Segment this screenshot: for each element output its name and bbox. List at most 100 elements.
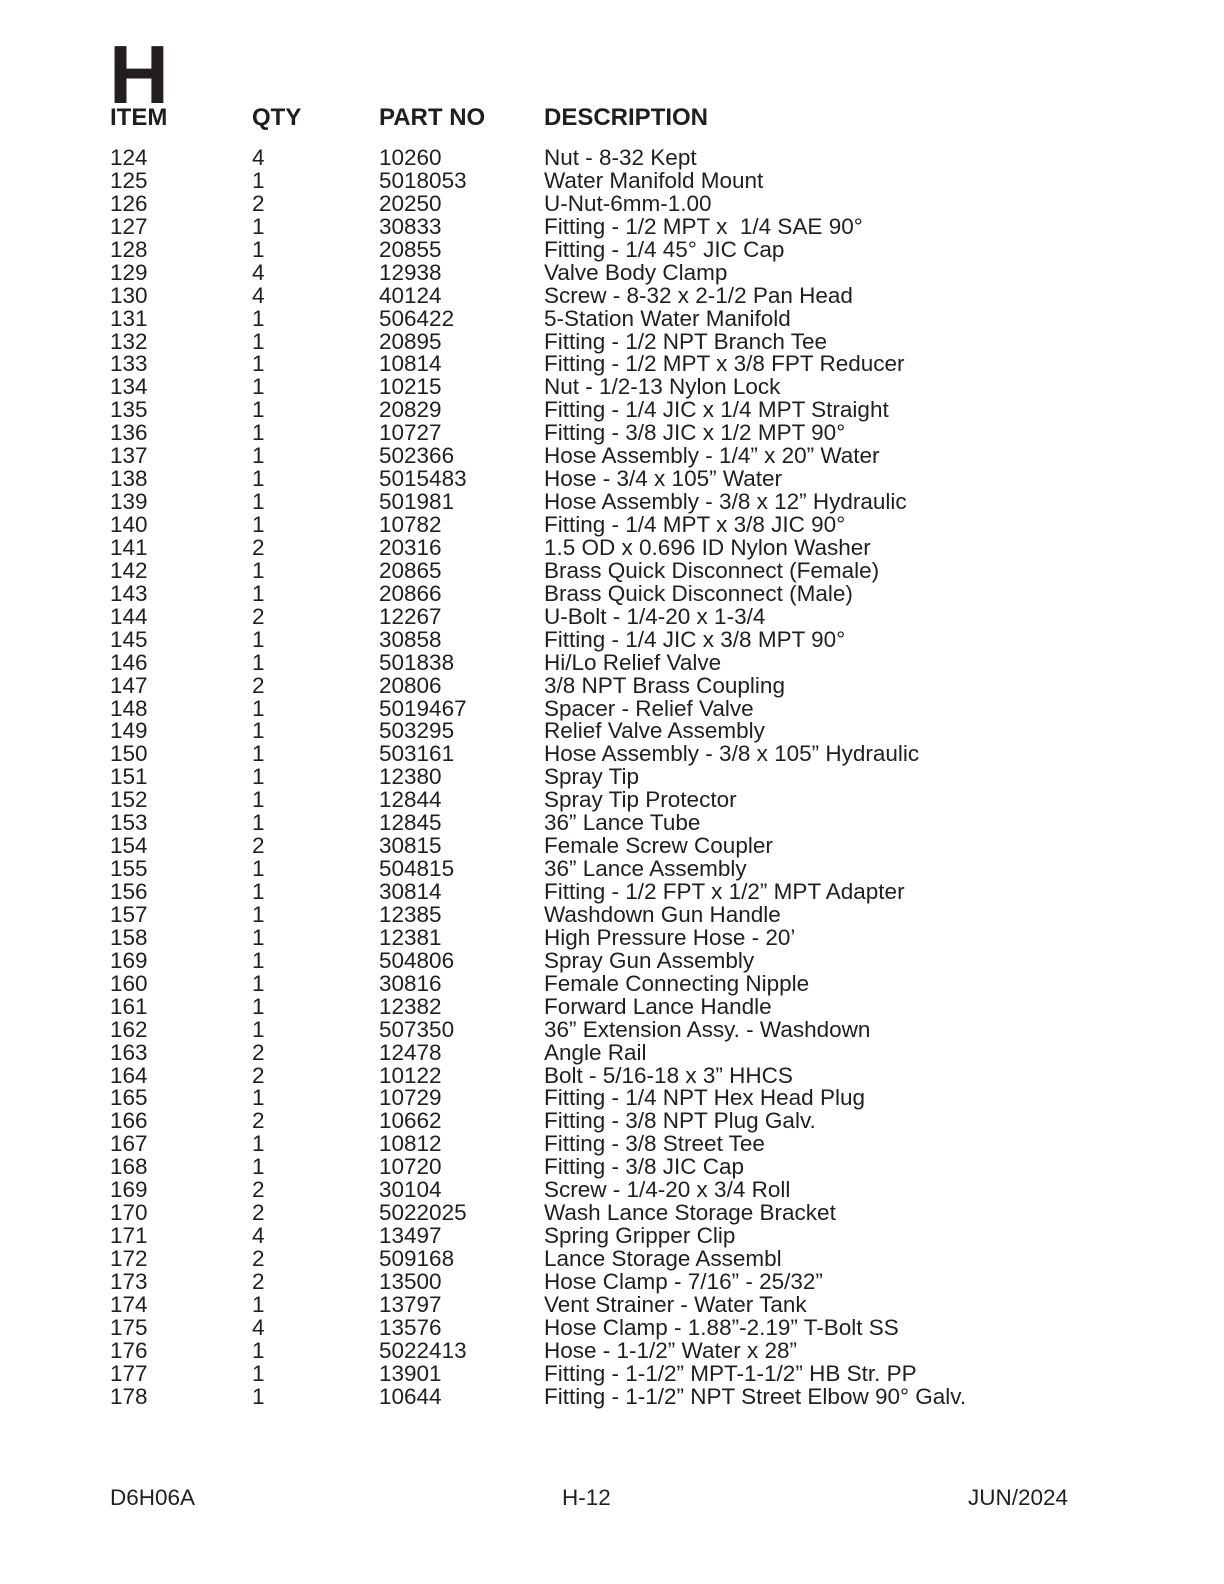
description-cell: Fitting - 1/2 NPT Branch Tee	[544, 328, 828, 354]
item-cell: 162	[110, 1016, 148, 1042]
qty-cell: 2	[252, 534, 265, 560]
qty-cell: 2	[252, 1200, 265, 1226]
table-row: 130 4 40124 Screw - 8-32 x 2-1/2 Pan Head	[0, 282, 1224, 308]
table-row: 139 1 501981 Hose Assembly - 3/8 x 12” Hydr…	[0, 489, 1224, 515]
document-code: D6H06A	[110, 1485, 196, 1510]
qty-cell: 1	[252, 351, 265, 377]
qty-cell: 2	[252, 1268, 265, 1294]
qty-cell: 1	[252, 420, 265, 446]
item-cell: 167	[110, 1131, 148, 1157]
part-no-cell: 13497	[379, 1223, 442, 1249]
part-no-cell: 40124	[379, 282, 442, 308]
qty-cell: 2	[252, 190, 265, 216]
description-cell: 36” Lance Tube	[544, 810, 701, 836]
qty-cell: 4	[252, 282, 265, 308]
part-no-cell: 509168	[379, 1246, 455, 1271]
item-cell: 170	[110, 1200, 148, 1226]
item-cell: 168	[110, 1154, 148, 1180]
item-cell: 172	[110, 1246, 148, 1271]
description-cell: Lance Storage Assembl	[544, 1246, 782, 1271]
description-cell: 5-Station Water Manifold	[544, 305, 791, 331]
table-row: 126 2 20250 U-Nut-6mm-1.00	[0, 190, 1224, 216]
description-cell: Brass Quick Disconnect (Female)	[544, 557, 880, 583]
part-no-cell: 10122	[379, 1062, 442, 1088]
item-cell: 131	[110, 305, 148, 331]
table-row: 145 1 30858 Fitting - 1/4 JIC x 3/8 MPT 90°	[0, 626, 1224, 652]
qty-cell: 1	[252, 810, 265, 836]
qty-cell: 1	[252, 1383, 265, 1409]
table-row: 175 4 13576 Hose Clamp - 1.88”-2.19” T-Bolt…	[0, 1314, 1224, 1340]
qty-cell: 1	[252, 557, 265, 583]
item-cell: 145	[110, 626, 148, 652]
part-no-cell: 20829	[379, 397, 442, 423]
part-no-cell: 30858	[379, 626, 442, 652]
qty-cell: 1	[252, 1016, 265, 1042]
table-row: 136 1 10727 Fitting - 3/8 JIC x 1/2 MPT 90°	[0, 420, 1224, 446]
description-cell: Bolt - 5/16-18 x 3” HHCS	[544, 1062, 793, 1088]
description-cell: Fitting - 1/4 JIC x 3/8 MPT 90°	[544, 626, 846, 652]
table-row: 154 2 30815 Female Screw Coupler	[0, 833, 1224, 859]
qty-cell: 1	[252, 741, 265, 767]
qty-cell: 4	[252, 259, 265, 285]
item-cell: 134	[110, 374, 148, 400]
qty-cell: 1	[252, 718, 265, 744]
qty-cell: 1	[252, 213, 265, 239]
table-row: 125 1 5018053 Water Manifold Mount	[0, 169, 1224, 193]
description-cell: Fitting - 3/8 NPT Plug Galv.	[544, 1108, 816, 1134]
qty-cell: 2	[252, 833, 265, 859]
part-no-cell: 504806	[379, 947, 455, 973]
item-cell: 132	[110, 328, 148, 354]
qty-cell: 1	[252, 1131, 265, 1157]
table-row: 164 2 10122 Bolt - 5/16-18 x 3” HHCS	[0, 1062, 1224, 1088]
section-letter: H	[109, 28, 169, 121]
table-row: 170 2 5022025 Wash Lance Storage Bracket	[0, 1200, 1224, 1226]
description-cell: Fitting - 1/2 MPT x 3/8 FPT Reducer	[544, 351, 905, 377]
item-cell: 166	[110, 1108, 148, 1134]
part-no-cell: 5022025	[379, 1200, 467, 1226]
description-cell: Female Screw Coupler	[544, 833, 773, 859]
qty-cell: 1	[252, 1360, 265, 1386]
item-cell: 148	[110, 695, 148, 721]
item-cell: 165	[110, 1085, 148, 1111]
part-no-cell: 20895	[379, 328, 442, 354]
description-cell: Hose Assembly - 1/4” x 20” Water	[544, 443, 880, 469]
part-no-cell: 10782	[379, 512, 442, 537]
description-cell: Spacer - Relief Valve	[544, 695, 754, 721]
description-cell: Hose Assembly - 3/8 x 12” Hydraulic	[544, 489, 907, 515]
part-no-cell: 13576	[379, 1314, 442, 1340]
table-row: 141 2 20316 1.5 OD x 0.696 ID Nylon Washer	[0, 534, 1224, 560]
item-cell: 127	[110, 213, 148, 239]
item-cell: 173	[110, 1268, 148, 1294]
description-cell: Fitting - 1/4 MPT x 3/8 JIC 90°	[544, 512, 846, 537]
description-cell: Nut - 1/2-13 Nylon Lock	[544, 374, 781, 400]
qty-cell: 1	[252, 626, 265, 652]
description-cell: U-Nut-6mm-1.00	[544, 190, 712, 216]
item-cell: 164	[110, 1062, 148, 1088]
item-cell: 143	[110, 580, 148, 606]
part-no-cell: 10215	[379, 374, 442, 400]
table-row: 166 2 10662 Fitting - 3/8 NPT Plug Galv.	[0, 1108, 1224, 1134]
description-cell: Vent Strainer - Water Tank	[544, 1291, 807, 1317]
description-cell: Hose - 3/4 x 105” Water	[544, 466, 783, 492]
part-no-cell: 20855	[379, 236, 442, 262]
qty-cell: 2	[252, 1108, 265, 1134]
qty-cell: 1	[252, 236, 265, 262]
part-no-cell: 30833	[379, 213, 442, 239]
description-cell: Relief Valve Assembly	[544, 718, 765, 744]
description-cell: Forward Lance Handle	[544, 993, 772, 1019]
item-cell: 126	[110, 190, 148, 216]
part-no-cell: 502366	[379, 443, 455, 469]
part-no-cell: 506422	[379, 305, 455, 331]
description-cell: Hose Clamp - 1.88”-2.19” T-Bolt SS	[544, 1314, 899, 1340]
part-no-cell: 12478	[379, 1039, 442, 1065]
qty-cell: 1	[252, 512, 265, 537]
table-row: 142 1 20865 Brass Quick Disconnect (Female)	[0, 557, 1224, 583]
description-cell: Fitting - 1/4 NPT Hex Head Plug	[544, 1085, 865, 1111]
qty-cell: 2	[252, 603, 265, 629]
column-header-part-no: PART NO	[379, 104, 486, 131]
part-no-cell: 30815	[379, 833, 442, 859]
table-row: 157 1 12385 Washdown Gun Handle	[0, 903, 1224, 927]
table-row: 137 1 502366 Hose Assembly - 1/4” x 20” Wat…	[0, 443, 1224, 469]
item-cell: 142	[110, 557, 148, 583]
qty-cell: 2	[252, 1062, 265, 1088]
